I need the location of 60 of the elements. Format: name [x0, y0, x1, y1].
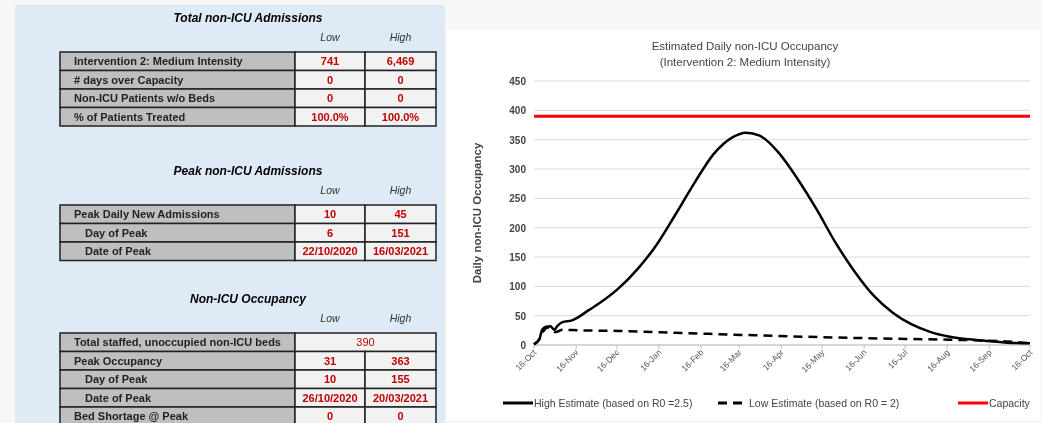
- text: 0: [397, 92, 404, 104]
- y-tick-label: 400: [509, 105, 527, 117]
- text: Low: [320, 312, 342, 324]
- y-tick-label: 200: [509, 222, 527, 234]
- text: High: [389, 184, 412, 196]
- text: Date of Peak: [85, 245, 152, 257]
- chart-title: Estimated Daily non-ICU Occupancy: [651, 40, 839, 52]
- text: 31: [323, 354, 337, 367]
- text: Intervention 2: Medium Intensity: [74, 55, 244, 67]
- y-tick-label: 100: [509, 281, 527, 293]
- text: # days over Capacity: [74, 73, 185, 86]
- text: 151: [391, 226, 410, 239]
- text: 0: [326, 410, 334, 422]
- y-tick-label: 0: [520, 340, 527, 351]
- text: Day of Peak: [85, 373, 149, 385]
- text: 16/03/2021: [372, 245, 429, 257]
- text: Peak Daily New Admissions: [74, 208, 220, 220]
- text: 45: [394, 208, 407, 220]
- text: 0: [397, 410, 404, 422]
- text: Peak non-ICU Admissions: [173, 164, 323, 178]
- text: High: [389, 31, 412, 43]
- y-axis-title: Daily non-ICU Occupancy: [471, 142, 483, 284]
- text: Day of Peak: [85, 226, 149, 239]
- text: Low: [320, 31, 342, 43]
- text: Peak Occupancy: [74, 354, 163, 367]
- text: Non-ICU Occupancy: [189, 292, 308, 306]
- text: 0: [397, 73, 404, 86]
- y-tick-label: 150: [509, 252, 527, 263]
- text: 0: [326, 73, 334, 86]
- text: Date of Peak: [85, 391, 152, 404]
- text: Bed Shortage @ Peak: [74, 410, 189, 422]
- y-tick-label: 450: [509, 76, 527, 87]
- text: 26/10/2020: [302, 391, 358, 404]
- text: 6,469: [386, 55, 415, 67]
- text: High: [389, 312, 412, 324]
- legend-label: Low Estimate (based on R0 = 2): [749, 397, 900, 409]
- y-tick-label: 250: [509, 193, 527, 205]
- text: 10: [323, 208, 337, 220]
- text: 22/10/2020: [302, 245, 358, 257]
- text: 10: [323, 373, 337, 385]
- text: 0: [326, 92, 334, 104]
- legend-label: High Estimate (based on R0 =2.5): [534, 397, 693, 409]
- text: 363: [391, 354, 410, 367]
- text: % of Patients Treated: [74, 110, 186, 123]
- y-tick-label: 50: [514, 310, 527, 322]
- text: 20/03/2021: [372, 391, 429, 404]
- text: Total non-ICU Admissions: [173, 11, 323, 25]
- text: 6: [326, 226, 334, 239]
- text: Non-ICU Patients w/o Beds: [74, 92, 216, 104]
- text: 100.0%: [311, 110, 349, 123]
- chart-subtitle: (Intervention 2: Medium Intensity): [659, 56, 831, 68]
- legend-label: Capacity: [989, 397, 1031, 409]
- text: 155: [391, 373, 410, 385]
- text: Total staffed, unoccupied non-ICU beds: [74, 336, 281, 348]
- text: 100.0%: [381, 110, 420, 123]
- text: 390: [356, 336, 375, 348]
- text: Low: [320, 184, 342, 196]
- y-tick-label: 350: [509, 134, 527, 146]
- y-tick-label: 300: [509, 164, 527, 175]
- text: 741: [320, 55, 340, 67]
